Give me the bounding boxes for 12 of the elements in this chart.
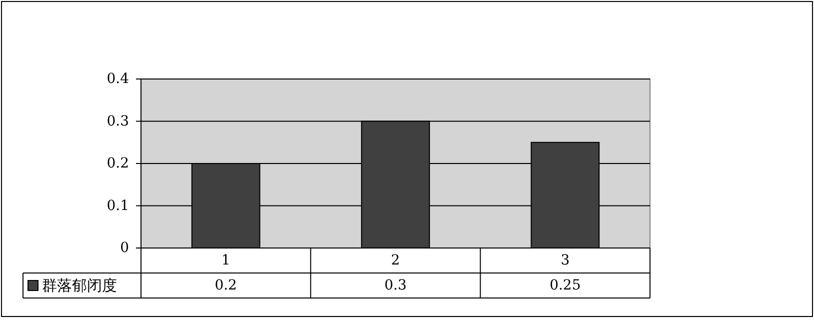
- x-tick-label: 1: [221, 252, 230, 268]
- y-tick-label: 0.3: [106, 113, 129, 130]
- y-tick-label: 0: [120, 240, 129, 256]
- x-tick-label: 2: [391, 252, 400, 268]
- y-tick-label: 0.1: [106, 198, 129, 214]
- data-label: 0.25: [550, 278, 581, 294]
- data-label: 0.3: [384, 278, 407, 294]
- data-label: 0.2: [214, 278, 237, 294]
- x-tick-label: 3: [560, 252, 570, 268]
- y-tick-label: 0.2: [106, 156, 129, 172]
- legend-label: 群落郁闭度: [42, 276, 117, 294]
- y-tick-label: 0.4: [106, 71, 130, 87]
